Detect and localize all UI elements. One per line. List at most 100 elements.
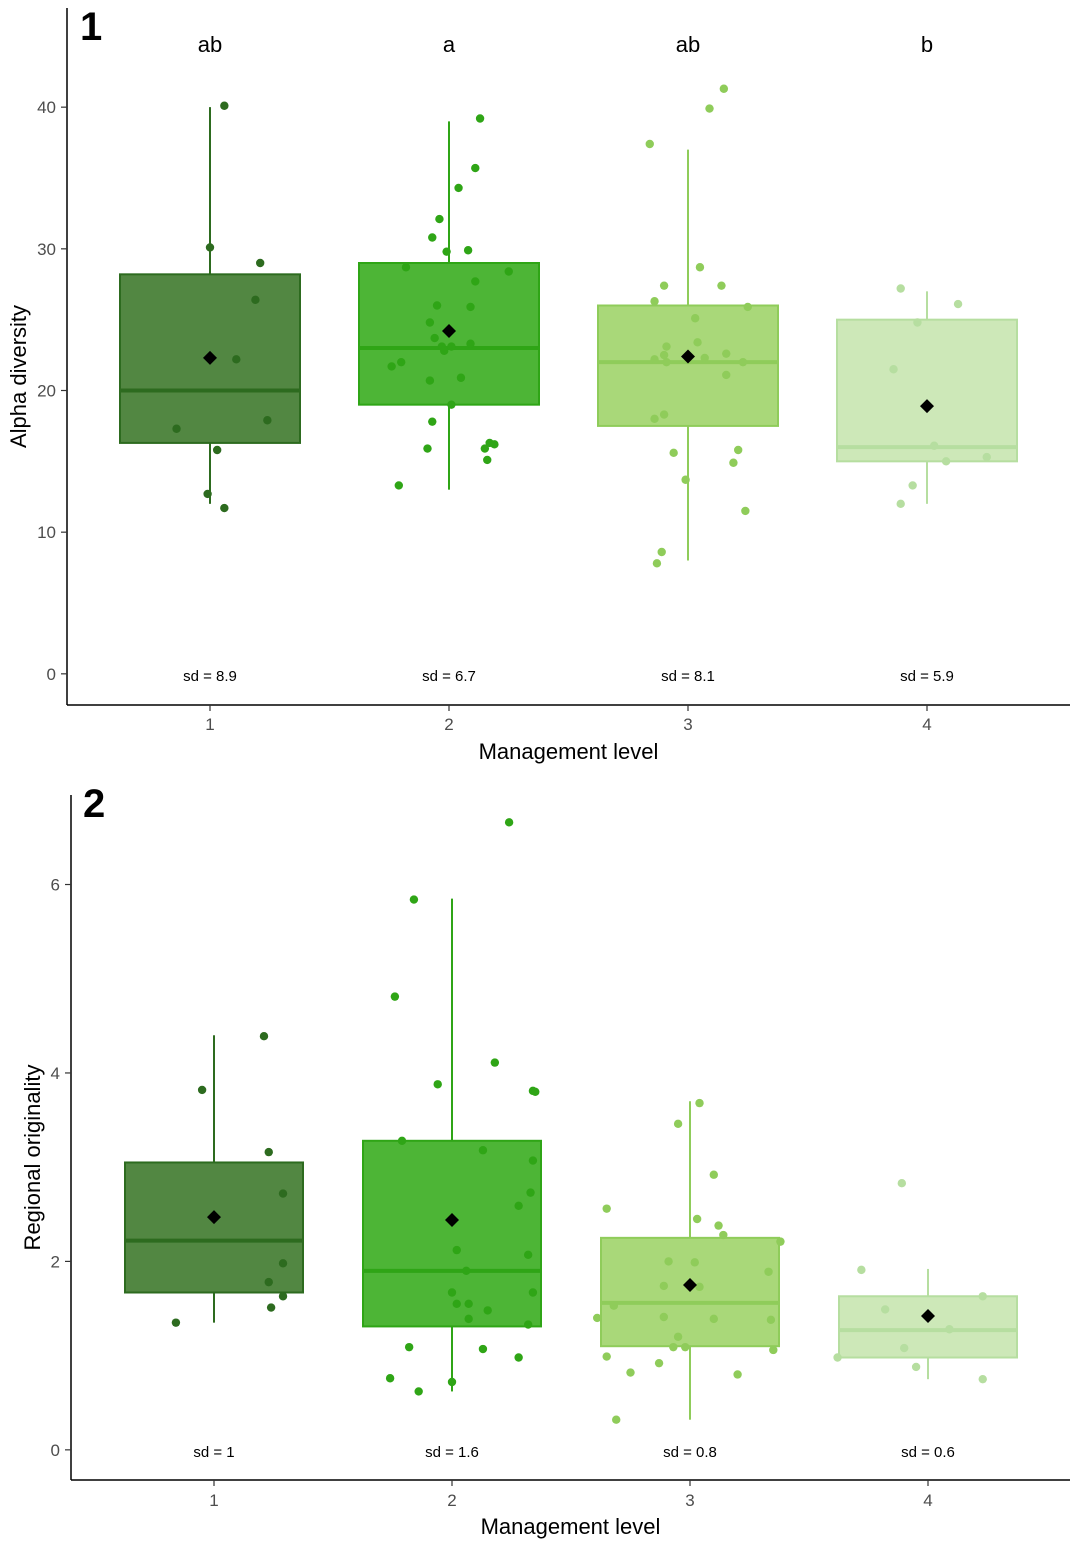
data-point xyxy=(259,1032,269,1041)
data-point xyxy=(466,302,475,312)
data-point xyxy=(528,1288,538,1297)
data-point xyxy=(717,281,726,290)
data-point xyxy=(432,301,442,310)
data-point xyxy=(953,299,963,309)
data-point xyxy=(695,1098,704,1108)
data-point xyxy=(764,1267,773,1276)
data-point xyxy=(278,1189,288,1198)
data-point xyxy=(523,1320,533,1329)
x-axis-title: Management level xyxy=(481,1514,661,1539)
data-point xyxy=(722,349,731,358)
x-tick-label: 1 xyxy=(205,715,214,734)
data-point xyxy=(447,1288,457,1297)
data-point xyxy=(425,318,435,327)
data-point xyxy=(397,1136,407,1145)
sd-label: sd = 8.1 xyxy=(661,668,715,685)
mean-marker xyxy=(442,324,456,338)
data-point xyxy=(463,246,473,255)
data-point xyxy=(659,1312,669,1322)
data-point xyxy=(447,400,456,409)
significance-letter: ab xyxy=(676,32,700,57)
data-point xyxy=(662,357,671,367)
mean-marker xyxy=(203,350,217,365)
y-tick-label: 0 xyxy=(51,1441,60,1460)
data-point xyxy=(896,499,905,509)
x-tick-label: 4 xyxy=(923,1491,932,1510)
data-point xyxy=(385,1374,395,1383)
data-point xyxy=(171,1318,181,1327)
data-point xyxy=(263,416,272,425)
data-point xyxy=(423,444,432,453)
data-point xyxy=(387,362,396,371)
data-point xyxy=(941,457,951,466)
box xyxy=(836,318,1018,463)
box-level-2 xyxy=(362,898,542,1392)
data-point xyxy=(394,481,404,490)
data-point xyxy=(452,1299,461,1309)
data-point xyxy=(442,247,451,256)
data-point xyxy=(425,376,435,385)
data-point xyxy=(471,163,480,173)
data-point xyxy=(523,1250,533,1260)
data-point xyxy=(743,302,752,312)
data-point xyxy=(978,1374,987,1384)
data-point xyxy=(681,475,690,484)
data-point xyxy=(908,481,917,490)
data-point xyxy=(766,1315,776,1325)
data-point xyxy=(428,417,437,426)
data-point xyxy=(929,441,939,450)
data-point xyxy=(490,1058,500,1067)
mean-marker xyxy=(683,1277,697,1292)
data-point xyxy=(982,452,991,462)
data-point xyxy=(738,357,748,367)
x-axis-title: Management level xyxy=(479,739,659,764)
x-tick-label: 2 xyxy=(447,1491,456,1510)
data-point xyxy=(397,357,406,367)
data-point xyxy=(172,424,181,433)
data-point xyxy=(514,1201,523,1211)
data-point xyxy=(897,1178,907,1188)
sd-label: sd = 8.9 xyxy=(183,668,237,685)
data-point xyxy=(602,1352,611,1361)
data-point xyxy=(880,1305,890,1314)
data-point xyxy=(733,1370,742,1379)
data-point xyxy=(440,346,449,356)
data-point xyxy=(700,353,709,363)
data-point xyxy=(504,818,514,827)
data-point xyxy=(695,263,705,272)
data-point xyxy=(673,1119,683,1129)
data-point xyxy=(255,258,265,268)
y-tick-label: 0 xyxy=(47,665,56,684)
data-point xyxy=(719,1230,728,1240)
y-axis-title: Alpha diversity xyxy=(6,305,31,448)
data-point xyxy=(220,101,229,110)
data-point xyxy=(478,1146,488,1155)
box-level-1 xyxy=(119,107,301,504)
y-tick-label: 4 xyxy=(51,1064,60,1083)
y-tick-label: 20 xyxy=(37,382,56,401)
data-point xyxy=(669,1342,678,1352)
data-point xyxy=(514,1353,523,1362)
data-point xyxy=(602,1204,611,1213)
box-level-4 xyxy=(838,1268,1018,1380)
chart-panel-2: 0 2 4 6 1 2 3 4 Management level Regional origina… xyxy=(20,782,1070,1539)
box xyxy=(600,1236,780,1348)
panel-label: 2 xyxy=(83,782,105,826)
panel-label: 1 xyxy=(80,5,102,49)
data-point xyxy=(428,233,437,242)
x-tick-label: 4 xyxy=(922,715,931,734)
data-point xyxy=(531,1087,540,1097)
data-point xyxy=(673,1332,683,1341)
data-point xyxy=(592,1313,602,1323)
data-point xyxy=(390,992,400,1001)
y-tick-label: 40 xyxy=(37,98,56,117)
data-point xyxy=(251,295,260,305)
data-point xyxy=(659,281,669,290)
x-tick-label: 3 xyxy=(683,715,692,734)
data-point xyxy=(978,1292,987,1301)
data-point xyxy=(695,1282,704,1292)
data-point xyxy=(654,1358,664,1368)
data-point xyxy=(669,448,678,458)
box-level-2 xyxy=(358,121,540,490)
